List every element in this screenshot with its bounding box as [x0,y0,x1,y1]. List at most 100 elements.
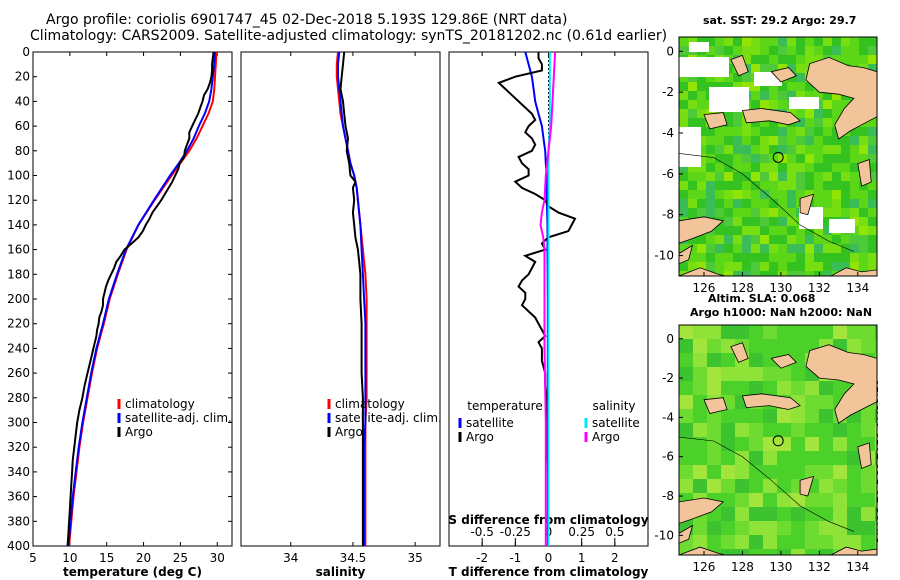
map-data-cell [819,535,833,549]
map-data-cell [850,145,859,154]
map-data-cell [742,172,751,181]
map-data-cell [850,163,859,172]
map-data-cell [796,37,805,46]
map-data-cell [778,235,787,244]
legend-label: satellite-adj. clim. [125,411,232,425]
map-data-cell [688,73,697,82]
map-data-cell [805,154,814,163]
map-data-cell [796,109,805,118]
map-data-cell [706,163,715,172]
map-data-cell [724,172,733,181]
map-data-cell [778,190,787,199]
map-data-cell [777,367,791,381]
map-data-cell [850,208,859,217]
map-data-cell [796,145,805,154]
map-data-cell [693,409,707,423]
map-data-cell [805,46,814,55]
map-data-cell [805,163,814,172]
map-data-cell [749,507,763,521]
map-data-cell [832,163,841,172]
map-y-tick-label: -10 [654,249,674,263]
x-tick-label: 25 [173,551,188,565]
map-data-cell [787,154,796,163]
map-data-cell [751,190,760,199]
map-data-cell [733,82,742,91]
map-data-cell [796,190,805,199]
map-data-cell [823,163,832,172]
map-data-cell [735,409,749,423]
map-data-cell [859,55,868,64]
legend-header: temperature [467,399,542,413]
x-tick-label: 34.5 [340,551,367,565]
map-data-cell [751,145,760,154]
map-data-cell [693,325,707,339]
x-tick-label: 5 [29,551,37,565]
map-data-cell [749,381,763,395]
map-data-cell [850,235,859,244]
map-data-cell [778,163,787,172]
map-frame [678,324,878,556]
map-data-cell [805,409,819,423]
map-data-cell [749,549,763,555]
map-data-cell [769,208,778,217]
y-tick-label: 140 [7,218,30,232]
map-data-cell [819,423,833,437]
sla-map-title-line2: Argo h1000: NaN h2000: NaN [690,306,873,319]
map-data-cell [814,127,823,136]
map-data-cell [724,145,733,154]
map-data-cell [787,136,796,145]
map-data-cell [859,127,868,136]
map-data-cell [868,163,877,172]
map-data-cell [868,37,877,46]
map-data-cell [733,271,742,276]
map-data-cell [733,253,742,262]
map-data-cell [805,172,814,181]
sla-map-title-line1: Altim. SLA: 0.068 [708,292,816,305]
map-data-cell [832,262,841,271]
map-data-cell [819,549,833,555]
map-data-cell [805,244,814,253]
map-data-cell [688,208,697,217]
map-data-cell [841,55,850,64]
map-data-cell [787,127,796,136]
map-data-cell [724,262,733,271]
map-data-cell [796,82,805,91]
map-data-cell [751,37,760,46]
map-data-cell [833,493,847,507]
map-data-cell [742,136,751,145]
map-data-cell [693,395,707,409]
map-data-cell [796,244,805,253]
map-data-cell [721,381,735,395]
map-data-cell [749,325,763,339]
map-data-cell [868,145,877,154]
map-data-cell [796,136,805,145]
map-data-cell [859,244,868,253]
map-data-cell [832,136,841,145]
map-data-cell [679,244,688,253]
map-data-cell [833,381,847,395]
map-data-cell [693,437,707,451]
map-x-tick-label: 132 [808,281,831,295]
map-data-cell [760,64,769,73]
map-data-cell [814,172,823,181]
map-data-cell [763,423,777,437]
bathymetry-contour [678,436,855,532]
map-data-cell [796,163,805,172]
map-data-cell [791,507,805,521]
map-data-cell [760,82,769,91]
map-data-cell [778,145,787,154]
x-tick-label: 35 [407,551,422,565]
map-data-cell [841,172,850,181]
map-data-cell [868,64,877,73]
map-data-cell [763,479,777,493]
map-data-cell [778,262,787,271]
y-tick-label: 60 [15,119,30,133]
map-data-cell [791,451,805,465]
halmahera-land [730,54,749,77]
map-data-cell [733,199,742,208]
map-x-tick-label: 126 [693,281,716,295]
map-data-cell [832,100,841,109]
map-data-cell [819,437,833,451]
map-data-cell [787,37,796,46]
map-data-cell [760,100,769,109]
